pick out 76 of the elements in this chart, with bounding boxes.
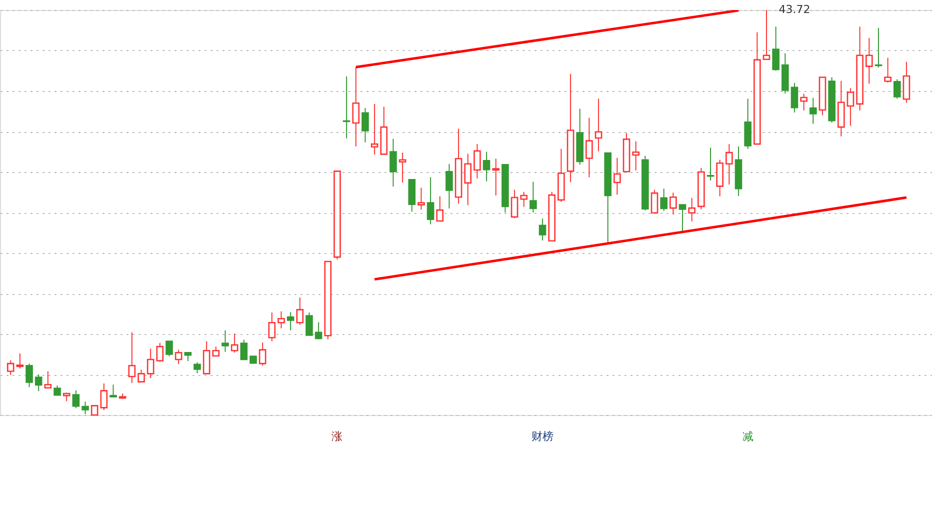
candlestick xyxy=(352,66,360,147)
candlestick xyxy=(660,188,668,212)
candlestick xyxy=(194,362,201,374)
candlestick xyxy=(138,369,145,382)
candlestick xyxy=(884,57,892,83)
candlestick xyxy=(174,349,182,364)
candlestick xyxy=(520,191,528,208)
candlestick xyxy=(54,384,61,396)
candlestick xyxy=(222,330,229,352)
candlestick xyxy=(538,218,546,241)
candlestick xyxy=(314,322,322,340)
candlestick xyxy=(82,401,89,415)
candlestick xyxy=(446,163,453,209)
candlestick xyxy=(706,147,714,182)
candlestick xyxy=(166,340,173,357)
candlestick xyxy=(278,310,285,329)
candlestick xyxy=(688,197,696,222)
candlestick xyxy=(772,26,780,72)
candlestick xyxy=(670,192,677,216)
candlestick xyxy=(156,342,164,362)
candlestick xyxy=(44,370,52,389)
text: 减 xyxy=(742,430,754,443)
candlestick xyxy=(306,312,313,336)
candlestick xyxy=(464,153,472,206)
candlestick xyxy=(268,312,276,342)
candlestick xyxy=(212,346,220,357)
candlestick xyxy=(90,405,98,416)
text: 涨 xyxy=(332,430,343,443)
annotation: 43.72 xyxy=(778,3,810,16)
candlestick xyxy=(26,363,33,388)
candlestick xyxy=(426,176,434,225)
candlestick xyxy=(865,37,873,84)
candlestick xyxy=(390,138,397,188)
candlestick xyxy=(100,382,108,411)
candlestick xyxy=(726,144,733,186)
text: 财榜 xyxy=(532,430,554,443)
candlestick xyxy=(650,189,658,214)
candlestick xyxy=(110,384,117,398)
candlestick xyxy=(716,159,724,197)
candlestick xyxy=(34,374,42,392)
candlestick xyxy=(128,332,136,384)
candlestick xyxy=(614,157,621,196)
candlestick xyxy=(342,76,350,139)
candlestick xyxy=(846,88,854,126)
candlestick xyxy=(240,339,248,360)
candlestick xyxy=(790,82,798,113)
candlestick xyxy=(72,390,80,409)
candlestick xyxy=(146,348,154,379)
candlestick xyxy=(6,360,14,376)
candlestick xyxy=(586,117,593,178)
candlestick xyxy=(632,140,640,171)
candlestick xyxy=(474,144,481,179)
candlestick xyxy=(678,204,686,232)
candlestick xyxy=(800,93,808,111)
candlestick xyxy=(16,352,24,369)
candlestick xyxy=(258,342,266,366)
candlestick xyxy=(762,10,770,60)
candlestick xyxy=(492,158,500,196)
candlestick xyxy=(398,152,406,184)
candlestick xyxy=(893,78,901,100)
candlestick xyxy=(370,103,378,156)
candlestick xyxy=(296,297,304,326)
candlestick xyxy=(436,196,444,222)
candlestick xyxy=(810,97,817,124)
candlestick xyxy=(874,27,882,68)
candlestick xyxy=(594,98,602,152)
candlestick xyxy=(286,312,294,331)
candlestick xyxy=(482,151,490,182)
candlestick xyxy=(744,98,752,150)
candlestick xyxy=(902,61,910,104)
candlestick xyxy=(418,187,425,210)
candlestick xyxy=(230,333,238,354)
candlestick xyxy=(530,181,537,213)
candlestick xyxy=(202,340,210,374)
candlestick xyxy=(362,108,369,143)
candlestick xyxy=(510,189,518,219)
